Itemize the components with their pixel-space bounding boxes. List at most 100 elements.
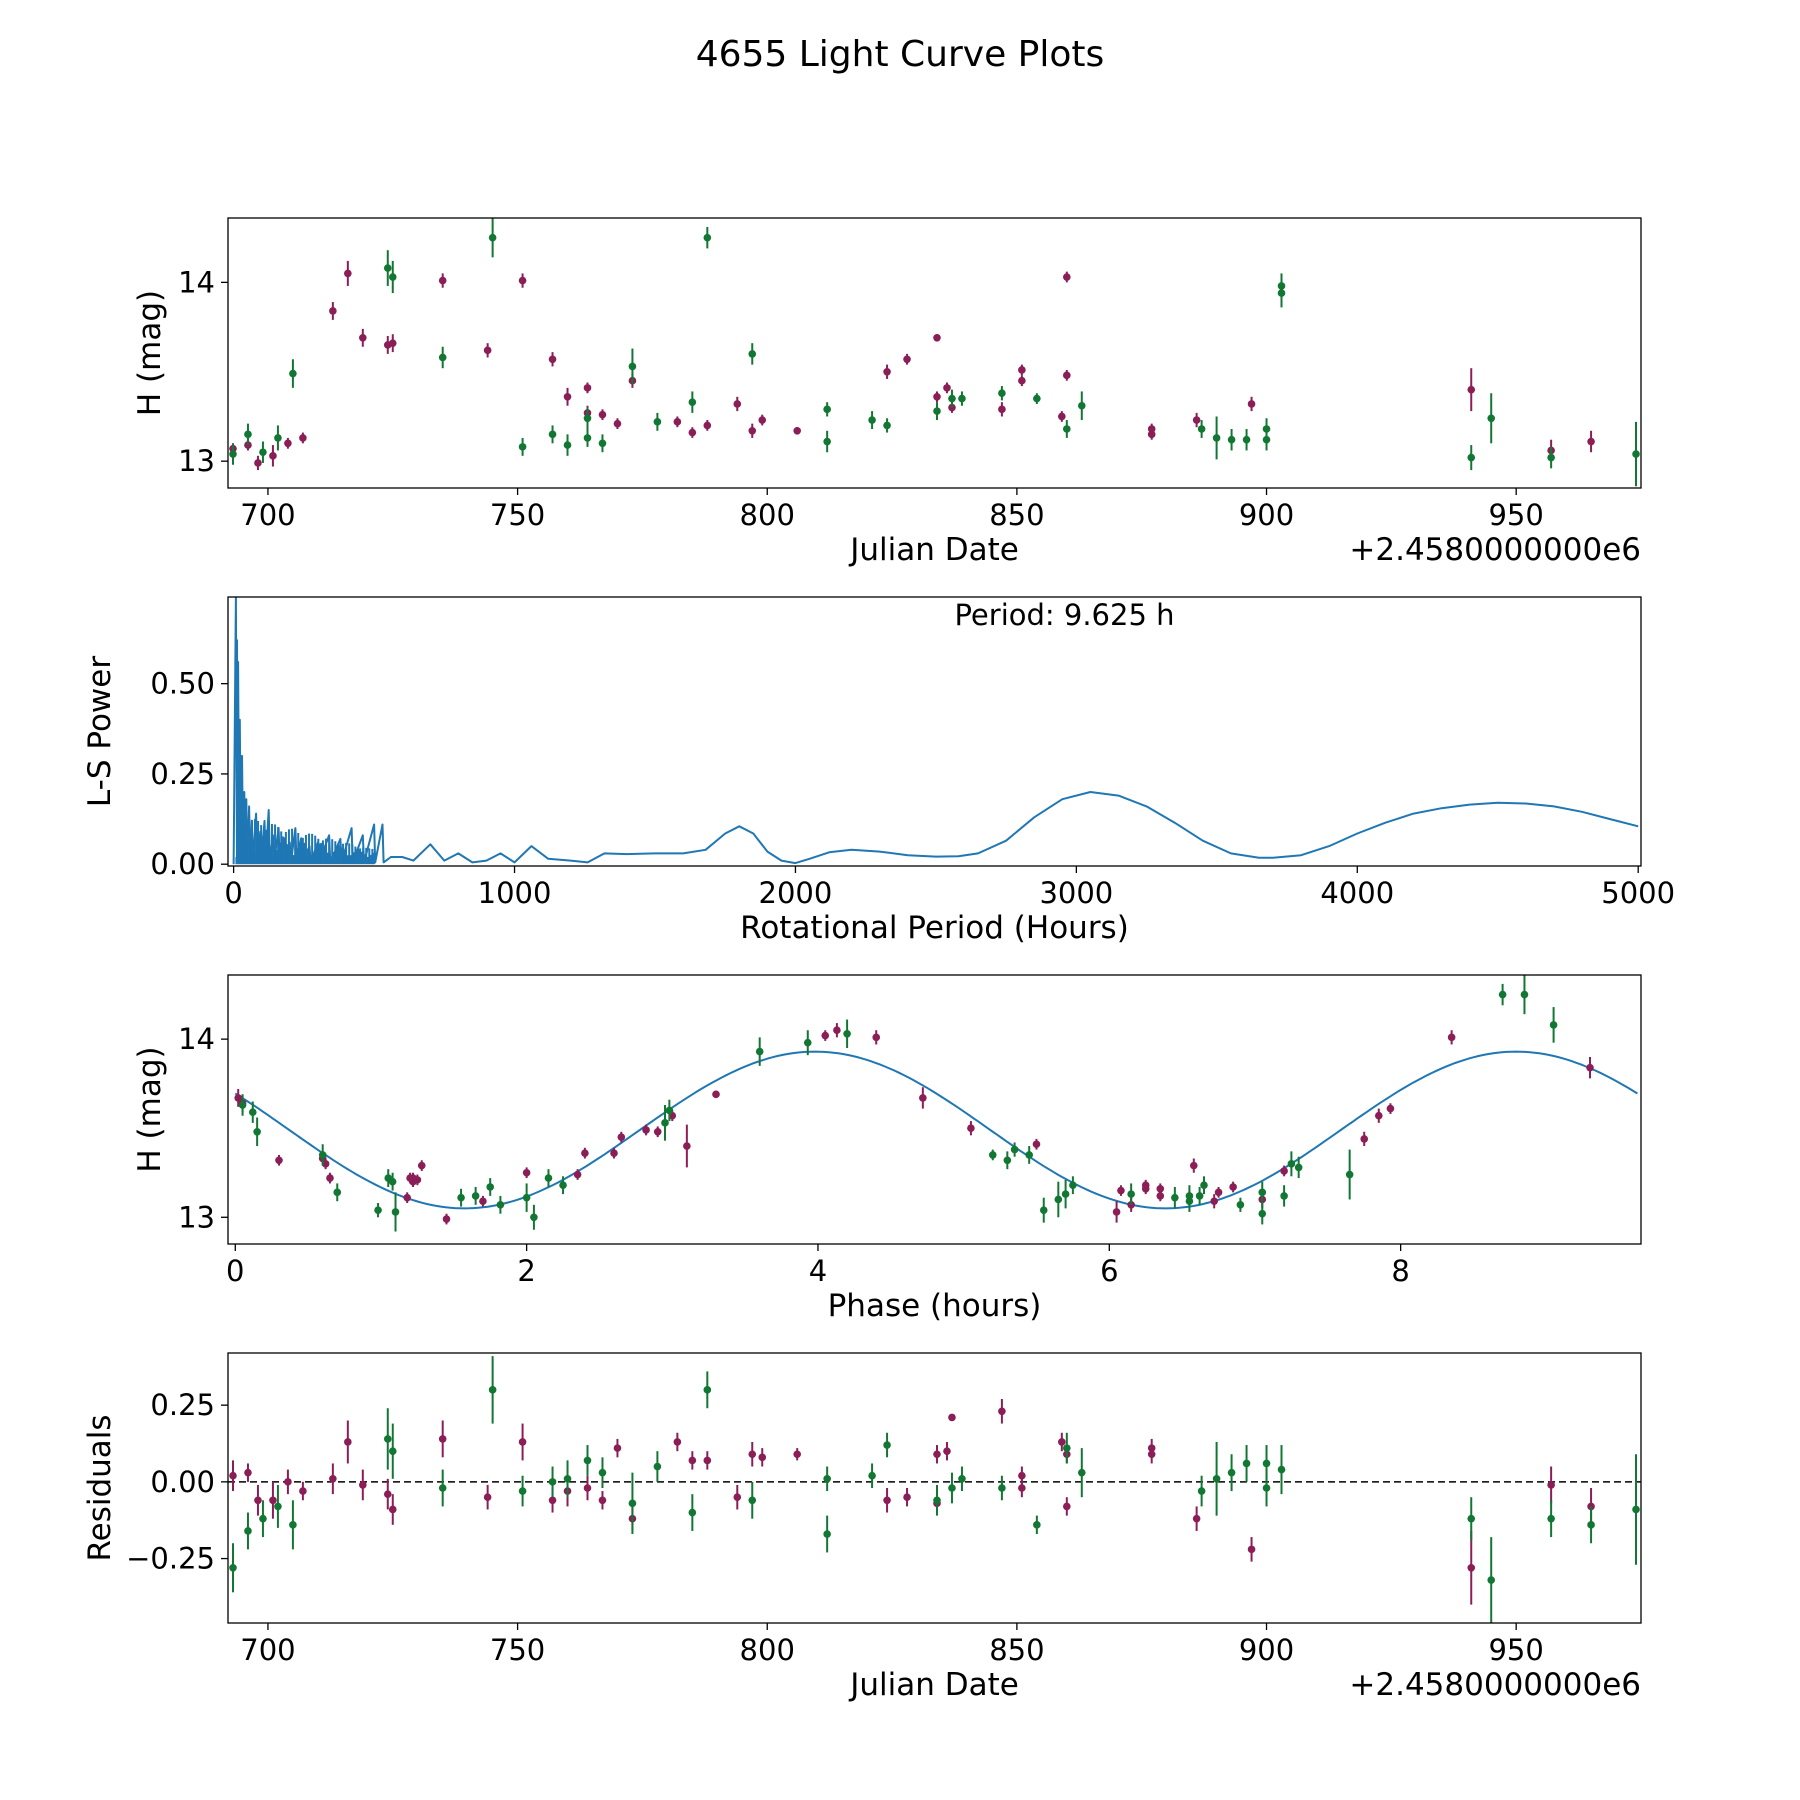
- data-point: [688, 1451, 697, 1470]
- point-marker: [598, 1496, 607, 1505]
- point-marker: [903, 1493, 911, 1502]
- data-point: [748, 423, 757, 438]
- data-point: [583, 382, 592, 394]
- point-marker: [559, 1181, 567, 1190]
- point-marker: [628, 1499, 637, 1508]
- data-point: [1195, 1186, 1204, 1205]
- point-marker: [843, 1029, 851, 1038]
- data-point: [583, 1445, 592, 1476]
- point-marker: [284, 1478, 292, 1486]
- data-point: [254, 455, 262, 471]
- data-point: [1141, 1183, 1150, 1195]
- point-marker: [388, 273, 397, 281]
- data-point: [483, 1484, 492, 1510]
- data-point: [1632, 421, 1640, 487]
- point-marker: [598, 1468, 607, 1477]
- point-marker: [1018, 1471, 1026, 1480]
- point-marker: [1498, 990, 1507, 999]
- point-marker: [1360, 1135, 1369, 1143]
- data-point: [1587, 1506, 1595, 1544]
- point-marker: [1025, 1151, 1033, 1159]
- point-marker: [868, 1471, 876, 1480]
- y-tick-label: −0.25: [126, 1542, 215, 1576]
- data-point: [642, 1124, 650, 1136]
- point-marker: [1018, 376, 1026, 385]
- x-tick-label: 2000: [759, 876, 833, 910]
- point-marker: [548, 430, 557, 439]
- data-point: [1147, 1438, 1156, 1458]
- point-marker: [1280, 1192, 1288, 1200]
- x-tick-label: 750: [490, 1633, 545, 1667]
- data-point: [628, 1472, 637, 1535]
- data-point: [1498, 983, 1507, 1006]
- data-point: [598, 1491, 607, 1510]
- data-point: [583, 1475, 592, 1501]
- point-marker: [1212, 434, 1221, 442]
- point-marker: [1210, 1197, 1218, 1206]
- data-point: [1547, 446, 1555, 469]
- point-marker: [530, 1213, 538, 1222]
- y-tick-label: 14: [178, 265, 215, 299]
- point-marker: [673, 418, 682, 426]
- point-marker: [344, 269, 352, 278]
- data-point: [1063, 369, 1071, 381]
- data-point: [903, 1488, 911, 1507]
- point-marker: [903, 355, 911, 364]
- point-marker: [1063, 1502, 1071, 1511]
- point-marker: [299, 1487, 307, 1495]
- point-marker: [483, 346, 492, 355]
- data-point: [1287, 1151, 1296, 1177]
- data-point: [383, 250, 392, 286]
- data-point: [563, 1460, 572, 1498]
- point-marker: [661, 1119, 669, 1127]
- data-point: [613, 418, 622, 429]
- point-marker: [703, 1456, 712, 1465]
- y-tick-label: 0.25: [150, 1388, 215, 1422]
- x-tick-label: 700: [240, 1633, 295, 1667]
- data-point: [563, 434, 572, 456]
- data-point: [471, 1186, 480, 1205]
- x-tick-label: 850: [989, 1633, 1044, 1667]
- point-marker: [333, 1188, 342, 1197]
- point-marker: [1112, 1208, 1121, 1216]
- x-tick-label: 900: [1239, 1633, 1294, 1667]
- data-point: [438, 273, 447, 288]
- periodogram-line: [232, 597, 1639, 865]
- data-point: [688, 391, 697, 413]
- data-point: [1374, 1108, 1383, 1123]
- data-point: [673, 416, 682, 428]
- point-marker: [253, 1127, 261, 1136]
- data-point: [522, 1167, 531, 1179]
- point-marker: [1247, 400, 1256, 408]
- point-marker: [289, 1521, 297, 1529]
- point-marker: [613, 419, 622, 428]
- x-tick-label: 800: [740, 1633, 795, 1667]
- point-marker: [1018, 366, 1026, 374]
- point-marker: [610, 1149, 618, 1157]
- x-offset-text: +2.4580000000e6: [1349, 1667, 1641, 1703]
- data-point: [388, 1423, 397, 1479]
- data-point: [563, 387, 572, 406]
- data-point: [1018, 375, 1026, 387]
- data-point: [289, 359, 297, 388]
- data-point: [329, 1463, 337, 1495]
- point-marker: [1632, 450, 1640, 458]
- data-point: [823, 1466, 831, 1492]
- plot-area: [229, 218, 1640, 487]
- data-point: [1587, 430, 1595, 453]
- axes-frame: [227, 217, 1642, 489]
- point-marker: [275, 1156, 283, 1165]
- data-point: [238, 1094, 247, 1116]
- data-point: [755, 1037, 764, 1066]
- point-marker: [1277, 1465, 1286, 1474]
- model-curve: [234, 1050, 1638, 1210]
- point-marker: [988, 1151, 997, 1159]
- point-marker: [823, 1474, 831, 1483]
- data-point: [383, 1478, 392, 1510]
- point-marker: [665, 1106, 674, 1115]
- point-marker: [933, 334, 941, 342]
- data-point: [1280, 1185, 1288, 1207]
- point-marker: [1547, 1514, 1555, 1523]
- point-marker: [329, 1474, 337, 1483]
- data-point: [321, 1158, 330, 1170]
